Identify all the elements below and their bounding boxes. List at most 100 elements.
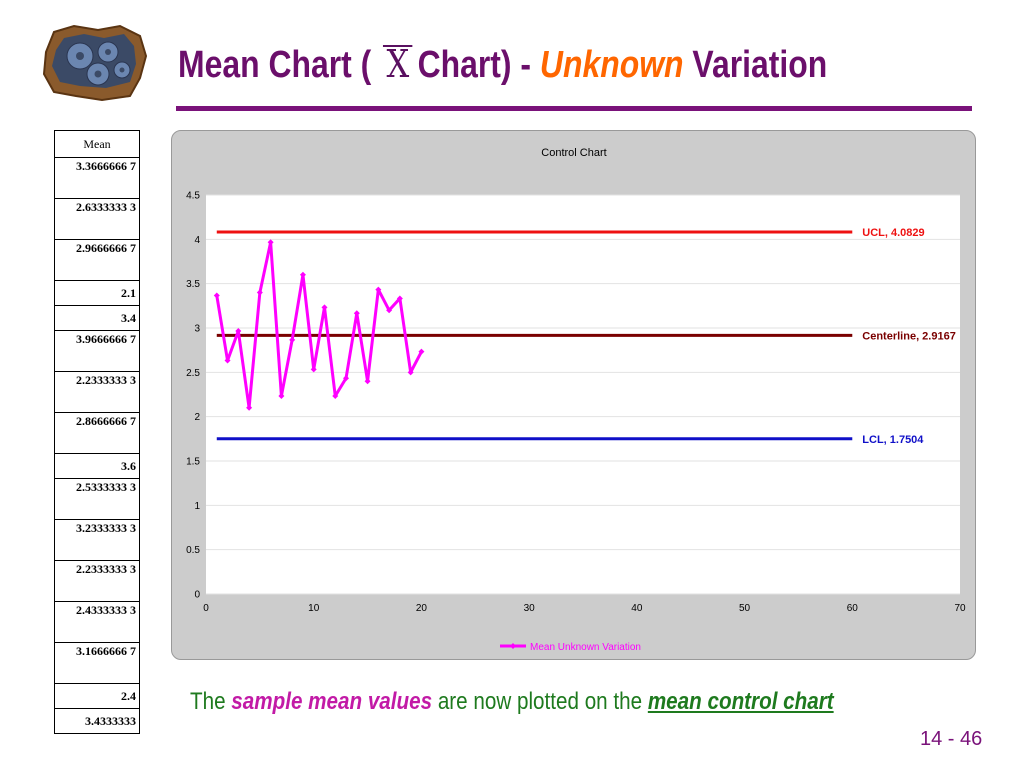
table-row: 2.1 bbox=[54, 280, 140, 306]
title-mid: Chart) - bbox=[417, 44, 532, 86]
data-point bbox=[310, 366, 317, 373]
title-divider bbox=[176, 106, 972, 111]
data-point bbox=[396, 295, 403, 302]
data-point bbox=[418, 348, 425, 355]
data-point bbox=[364, 378, 371, 385]
caption: The sample mean values are now plotted o… bbox=[190, 688, 834, 716]
y-tick-label: 3 bbox=[194, 324, 200, 335]
x-tick-label: 30 bbox=[524, 603, 536, 614]
series-line bbox=[215, 240, 423, 410]
caption-em-mean-chart: mean control chart bbox=[647, 688, 834, 715]
mean-cell: 3.2333333 3 bbox=[54, 519, 140, 561]
x-tick-label: 70 bbox=[954, 603, 966, 614]
mean-table: Mean 3.3666666 7 2.6333333 3 2.9666666 7 2.… bbox=[54, 130, 140, 734]
caption-em-sample-means: sample mean values bbox=[231, 688, 433, 715]
legend-label: Mean Unknown Variation bbox=[530, 642, 641, 653]
caption-mid: are now plotted on the bbox=[437, 688, 643, 715]
chart-title: Control Chart bbox=[541, 147, 606, 159]
y-tick-label: 3.5 bbox=[186, 279, 200, 290]
control-chart-panel: 0 0.5 1 1.5 2 2.5 3 3.5 4 4.5 0 10 20 30 40 50 60 70 UCL,… bbox=[171, 130, 976, 660]
axes: 0 0.5 1 1.5 2 2.5 3 3.5 4 4.5 0 10 20 30 40 50 60 70 bbox=[186, 191, 966, 615]
mean-cell: 3.3666666 7 bbox=[54, 157, 140, 199]
caption-pre: The bbox=[190, 688, 226, 715]
page-number: 14 - 46 bbox=[920, 728, 983, 750]
data-point bbox=[256, 289, 263, 296]
table-row: 3.9666666 7 bbox=[54, 330, 140, 372]
legend: Mean Unknown Variation bbox=[500, 642, 641, 653]
y-tick-label: 1.5 bbox=[186, 457, 200, 468]
y-tick-label: 0 bbox=[194, 590, 200, 601]
data-point bbox=[246, 404, 253, 411]
data-point bbox=[407, 369, 414, 376]
mean-cell: 3.9666666 7 bbox=[54, 330, 140, 372]
data-point bbox=[235, 327, 242, 334]
data-point bbox=[353, 310, 360, 317]
mean-cell: 2.9666666 7 bbox=[54, 239, 140, 281]
x-tick-label: 20 bbox=[416, 603, 428, 614]
mean-cell: 3.6 bbox=[54, 453, 140, 479]
data-point bbox=[213, 292, 220, 299]
gridlines bbox=[206, 194, 960, 595]
table-row: 3.2333333 3 bbox=[54, 519, 140, 561]
mean-cell: 3.1666666 7 bbox=[54, 642, 140, 684]
x-bar-symbol: X bbox=[383, 42, 413, 86]
mean-cell: 3.4333333 bbox=[54, 708, 140, 734]
table-row: 3.4 bbox=[54, 305, 140, 331]
x-bar-overline bbox=[383, 45, 413, 47]
data-point bbox=[386, 307, 393, 314]
x-tick-label: 0 bbox=[203, 603, 209, 614]
table-row: 2.8666666 7 bbox=[54, 412, 140, 454]
table-row: 2.2333333 3 bbox=[54, 560, 140, 602]
data-point bbox=[289, 336, 296, 343]
data-point bbox=[224, 357, 231, 364]
y-tick-label: 4.5 bbox=[186, 191, 200, 202]
mean-cell: 2.8666666 7 bbox=[54, 412, 140, 454]
legend-marker bbox=[510, 643, 516, 649]
control-line-label: LCL, 1.7504 bbox=[862, 434, 924, 446]
mean-table-header: Mean bbox=[54, 130, 140, 158]
mean-cell: 2.4333333 3 bbox=[54, 601, 140, 643]
x-tick-label: 50 bbox=[739, 603, 751, 614]
table-row: 3.6 bbox=[54, 453, 140, 479]
table-row: 2.5333333 3 bbox=[54, 478, 140, 520]
table-row: 2.6333333 3 bbox=[54, 198, 140, 240]
x-tick-label: 40 bbox=[631, 603, 643, 614]
data-point bbox=[343, 375, 350, 382]
mean-cell: 2.2333333 3 bbox=[54, 371, 140, 413]
title-pre: Mean Chart ( bbox=[178, 44, 372, 86]
y-tick-label: 2.5 bbox=[186, 368, 200, 379]
data-point bbox=[278, 392, 285, 399]
gears-logo-icon bbox=[40, 22, 150, 102]
y-tick-label: 4 bbox=[194, 235, 200, 246]
data-point bbox=[332, 392, 339, 399]
series-group bbox=[213, 239, 425, 411]
y-tick-label: 1 bbox=[194, 501, 200, 512]
data-point bbox=[267, 239, 274, 246]
y-tick-label: 0.5 bbox=[186, 545, 200, 556]
control-lines: UCL, 4.0829 Centerline, 2.9167 LCL, 1.7504 bbox=[216, 227, 956, 446]
table-row: 3.4333333 bbox=[54, 708, 140, 734]
title-highlight: Unknown bbox=[539, 44, 684, 86]
page-title: Mean Chart ( X Chart) - Unknown Variation bbox=[178, 42, 827, 102]
mean-cell: 2.5333333 3 bbox=[54, 478, 140, 520]
table-row: 2.4 bbox=[54, 683, 140, 709]
y-tick-label: 2 bbox=[194, 412, 200, 423]
plot-area bbox=[206, 195, 960, 594]
control-line-label: Centerline, 2.9167 bbox=[862, 330, 956, 342]
mean-cell: 3.4 bbox=[54, 305, 140, 331]
control-chart: 0 0.5 1 1.5 2 2.5 3 3.5 4 4.5 0 10 20 30 40 50 60 70 UCL,… bbox=[186, 147, 966, 653]
x-tick-label: 10 bbox=[308, 603, 320, 614]
table-row: 3.1666666 7 bbox=[54, 642, 140, 684]
mean-table-body: 3.3666666 7 2.6333333 3 2.9666666 7 2.1 3.4 3… bbox=[54, 157, 140, 734]
data-point bbox=[321, 304, 328, 311]
mean-cell: 2.6333333 3 bbox=[54, 198, 140, 240]
mean-cell: 2.1 bbox=[54, 280, 140, 306]
table-row: 2.9666666 7 bbox=[54, 239, 140, 281]
table-row: 2.4333333 3 bbox=[54, 601, 140, 643]
data-point bbox=[375, 286, 382, 293]
x-tick-label: 60 bbox=[847, 603, 859, 614]
data-point bbox=[299, 271, 306, 278]
title-post: Variation bbox=[692, 44, 828, 86]
control-line-label: UCL, 4.0829 bbox=[862, 227, 924, 239]
mean-cell: 2.4 bbox=[54, 683, 140, 709]
